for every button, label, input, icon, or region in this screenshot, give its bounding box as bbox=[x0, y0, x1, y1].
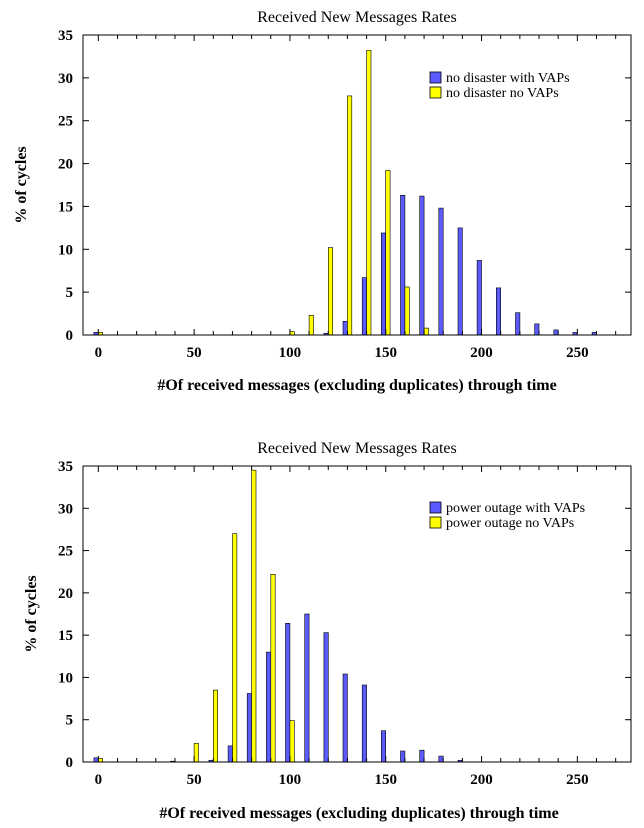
bar-no-vaps bbox=[232, 533, 238, 763]
y-tick-label: 20 bbox=[58, 586, 73, 602]
y-tick-label: 10 bbox=[58, 670, 73, 686]
bar-with-vaps bbox=[246, 693, 252, 763]
x-tick-label: 150 bbox=[374, 772, 397, 788]
bar-with-vaps bbox=[438, 755, 444, 763]
y-tick-label: 20 bbox=[58, 157, 73, 173]
bar-with-vaps bbox=[515, 312, 521, 336]
x-tick-label: 250 bbox=[566, 772, 589, 788]
bar-with-vaps bbox=[380, 232, 386, 336]
bar-with-vaps bbox=[380, 730, 386, 763]
x-tick-label: 50 bbox=[187, 772, 202, 788]
y-tick-label: 25 bbox=[58, 544, 73, 560]
legend-swatch bbox=[429, 71, 442, 84]
y-tick-label: 5 bbox=[66, 285, 74, 301]
bar-no-vaps bbox=[423, 327, 429, 336]
chart-top: Received New Messages Rates % of cycles … bbox=[13, 9, 632, 394]
bar-with-vaps bbox=[457, 227, 463, 336]
legend-swatch bbox=[429, 86, 442, 99]
legend-label: power outage no VAPs bbox=[446, 516, 574, 531]
y-tick-label: 25 bbox=[58, 114, 73, 130]
bar-with-vaps bbox=[304, 613, 310, 763]
plot-frame bbox=[82, 34, 632, 336]
chart-title: Received New Messages Rates bbox=[257, 9, 457, 26]
bar-with-vaps bbox=[495, 287, 501, 336]
y-axis-label: % of cycles bbox=[13, 146, 30, 223]
bar-no-vaps bbox=[213, 689, 219, 763]
y-tick-label: 15 bbox=[58, 199, 73, 215]
chart-bottom: Received New Messages Rates % of cycles … bbox=[23, 440, 632, 822]
plot-frame bbox=[82, 465, 632, 763]
bar-with-vaps bbox=[419, 195, 425, 336]
bar-no-vaps bbox=[385, 170, 391, 336]
bar-with-vaps bbox=[227, 745, 233, 763]
bar-with-vaps bbox=[323, 632, 329, 763]
y-tick-label: 35 bbox=[58, 28, 73, 44]
bar-with-vaps bbox=[438, 207, 444, 336]
x-axis-label: #Of received messages (excluding duplica… bbox=[159, 805, 558, 822]
x-axis-label: #Of received messages (excluding duplica… bbox=[157, 377, 556, 394]
x-tick-label: 100 bbox=[279, 772, 302, 788]
y-tick-label: 30 bbox=[58, 501, 73, 517]
x-tick-label: 200 bbox=[470, 772, 493, 788]
bar-with-vaps bbox=[342, 320, 348, 336]
bar-with-vaps bbox=[361, 277, 367, 336]
y-tick-label: 5 bbox=[66, 713, 74, 729]
bar-with-vaps bbox=[285, 623, 291, 763]
bar-no-vaps bbox=[289, 331, 295, 336]
bar-with-vaps bbox=[93, 757, 99, 763]
x-tick-label: 250 bbox=[566, 345, 589, 361]
bar-no-vaps bbox=[251, 469, 257, 763]
bar-with-vaps bbox=[342, 673, 348, 763]
legend-label: no disaster with VAPs bbox=[446, 71, 570, 86]
legend-label: power outage with VAPs bbox=[446, 501, 585, 516]
bar-with-vaps bbox=[476, 260, 482, 336]
y-tick-label: 30 bbox=[58, 71, 73, 87]
bar-with-vaps bbox=[534, 323, 540, 336]
y-tick-label: 35 bbox=[58, 459, 73, 475]
chart-title: Received New Messages Rates bbox=[257, 440, 457, 457]
legend-swatch bbox=[429, 516, 442, 529]
y-tick-label: 0 bbox=[66, 755, 74, 771]
bar-no-vaps bbox=[404, 286, 410, 336]
y-tick-label: 0 bbox=[66, 328, 74, 344]
bar-no-vaps bbox=[270, 574, 276, 763]
bar-no-vaps bbox=[289, 720, 295, 763]
bar-no-vaps bbox=[308, 314, 314, 336]
bar-no-vaps bbox=[347, 95, 353, 336]
bar-with-vaps bbox=[361, 684, 367, 763]
bar-no-vaps bbox=[98, 758, 104, 763]
x-tick-label: 200 bbox=[470, 345, 493, 361]
x-tick-label: 0 bbox=[95, 772, 103, 788]
x-tick-label: 50 bbox=[187, 345, 202, 361]
y-axis-label: % of cycles bbox=[23, 575, 40, 652]
bar-with-vaps bbox=[266, 651, 272, 763]
bar-no-vaps bbox=[366, 50, 372, 336]
legend-swatch bbox=[429, 501, 442, 514]
bar-with-vaps bbox=[400, 750, 406, 763]
bar-with-vaps bbox=[419, 749, 425, 763]
x-tick-label: 100 bbox=[279, 345, 302, 361]
y-tick-label: 10 bbox=[58, 242, 73, 258]
y-tick-label: 15 bbox=[58, 628, 73, 644]
bar-no-vaps bbox=[327, 247, 333, 336]
bar-with-vaps bbox=[400, 195, 406, 336]
legend-label: no disaster no VAPs bbox=[446, 86, 559, 101]
x-tick-label: 150 bbox=[374, 345, 397, 361]
x-tick-label: 0 bbox=[95, 345, 103, 361]
bar-no-vaps bbox=[193, 743, 199, 763]
bar-with-vaps bbox=[553, 329, 559, 336]
